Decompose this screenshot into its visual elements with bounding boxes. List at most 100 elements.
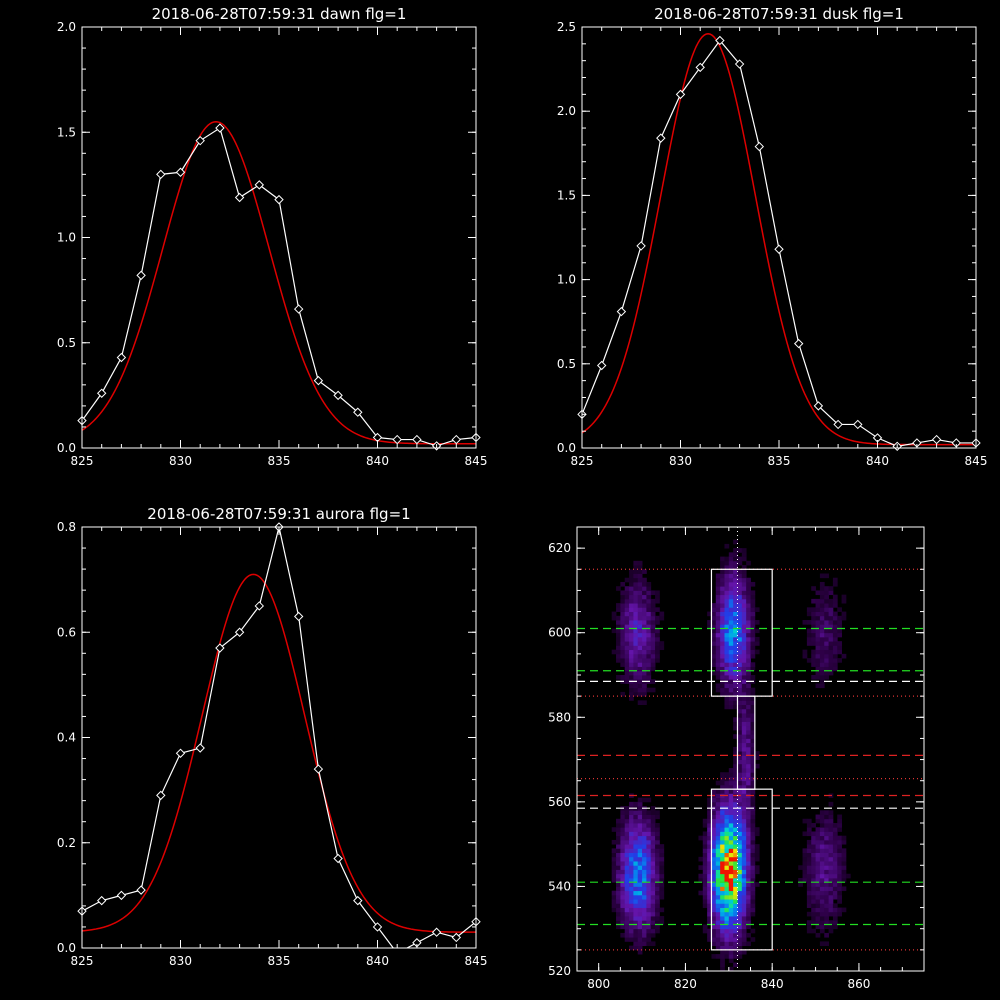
heatmap-cell <box>715 586 721 591</box>
heatmap-cell <box>737 611 743 617</box>
heatmap-cell <box>655 865 660 870</box>
heatmap-cell <box>724 624 730 629</box>
heatmap-cell <box>733 835 738 841</box>
heatmap-cell <box>711 810 717 815</box>
heatmap-cell <box>659 882 665 887</box>
heatmap-cell <box>837 628 842 634</box>
heatmap-cell <box>616 615 621 621</box>
heatmap-cell <box>707 882 712 887</box>
heatmap-cell <box>828 814 834 820</box>
heatmap-cell <box>828 907 834 913</box>
heatmap-cell <box>811 894 816 900</box>
heatmap-cell <box>828 928 834 934</box>
x-tick-label: 800 <box>587 977 610 991</box>
heatmap-cell <box>655 649 660 655</box>
heatmap-cell <box>824 611 829 617</box>
data-point-marker <box>215 123 225 133</box>
heatmap-cell <box>624 903 630 908</box>
heatmap-cell <box>806 856 812 862</box>
heatmap-cell <box>815 831 821 837</box>
heatmap-cell <box>815 615 821 621</box>
heatmap-cell <box>806 658 812 663</box>
heatmap-cell <box>711 890 717 896</box>
heatmap-cells <box>611 539 851 971</box>
heatmap-cell <box>741 844 747 849</box>
heatmap-cell <box>620 814 626 820</box>
heatmap-cell <box>828 653 834 659</box>
x-tick-label: 840 <box>761 977 784 991</box>
heatmap-cell <box>650 806 656 811</box>
heatmap-cell <box>728 670 734 676</box>
heatmap-cell <box>819 598 825 604</box>
heatmap-cell <box>629 620 634 625</box>
heatmap-cell <box>624 806 630 811</box>
heatmap-cell <box>728 666 734 672</box>
heatmap-cell <box>642 831 647 837</box>
heatmap-cell <box>750 607 756 612</box>
heatmap-cell <box>720 886 725 892</box>
heatmap-cell <box>633 687 639 693</box>
heatmap-cell <box>832 835 838 841</box>
heatmap-cell <box>624 831 630 837</box>
x-tick-label: 830 <box>669 454 692 468</box>
heatmap-cell <box>737 954 743 959</box>
heatmap-cell <box>646 941 652 947</box>
heatmap-cell <box>741 581 747 587</box>
heatmap-cell <box>754 628 760 634</box>
heatmap-cell <box>750 590 756 596</box>
heatmap-cell <box>715 861 721 866</box>
heatmap-cell <box>611 899 617 904</box>
heatmap-cell <box>707 932 712 938</box>
heatmap-cell <box>837 877 842 883</box>
heatmap-cell <box>737 780 743 786</box>
y-tick-label: 0.0 <box>557 441 576 455</box>
heatmap-cell <box>715 645 721 651</box>
heatmap-cell <box>741 628 747 634</box>
heatmap-cell <box>637 903 643 908</box>
heatmap-cell <box>720 801 725 807</box>
heatmap-cell <box>711 886 717 892</box>
heatmap-cell <box>737 653 743 659</box>
heatmap-cell <box>646 598 652 604</box>
heatmap-cell <box>624 907 630 913</box>
heatmap-cell <box>715 683 721 689</box>
heatmap-cell <box>616 645 621 651</box>
heatmap-cell <box>828 903 834 908</box>
heatmap-cell <box>824 823 829 828</box>
heatmap-cell <box>720 894 725 900</box>
heatmap-cell <box>633 645 639 651</box>
heatmap-cell <box>637 831 643 837</box>
heatmap-cell <box>624 603 630 608</box>
heatmap-cell <box>715 658 721 663</box>
heatmap-cell <box>832 666 838 672</box>
heatmap-cell <box>655 869 660 875</box>
heatmap-cell <box>733 594 738 600</box>
heatmap-cell <box>728 565 734 570</box>
heatmap-cell <box>646 937 652 942</box>
heatmap-cell <box>819 666 825 672</box>
heatmap-cell <box>624 928 630 934</box>
heatmap-cell <box>646 670 652 676</box>
heatmap-cell <box>806 823 812 828</box>
heatmap-cell <box>832 861 838 866</box>
heatmap-cell <box>750 615 756 621</box>
heatmap-cell <box>624 869 630 875</box>
heatmap-cell <box>741 772 747 777</box>
heatmap-cell <box>733 598 738 604</box>
data-point-marker <box>734 59 745 69</box>
heatmap-cell <box>707 861 712 866</box>
heatmap-cell <box>811 839 816 845</box>
heatmap-cell <box>711 620 717 625</box>
heatmap-cell <box>646 894 652 900</box>
heatmap-cell <box>620 823 626 828</box>
heatmap-cell <box>616 823 621 828</box>
heatmap-cell <box>824 916 829 921</box>
heatmap-cell <box>737 810 743 815</box>
heatmap-cell <box>611 856 617 862</box>
heatmap-cell <box>832 886 838 892</box>
heatmap-cell <box>837 818 842 824</box>
heatmap-cell <box>655 835 660 841</box>
heatmap-cell <box>728 577 734 583</box>
heatmap-cell <box>637 607 643 612</box>
heatmap-cell <box>811 869 816 875</box>
